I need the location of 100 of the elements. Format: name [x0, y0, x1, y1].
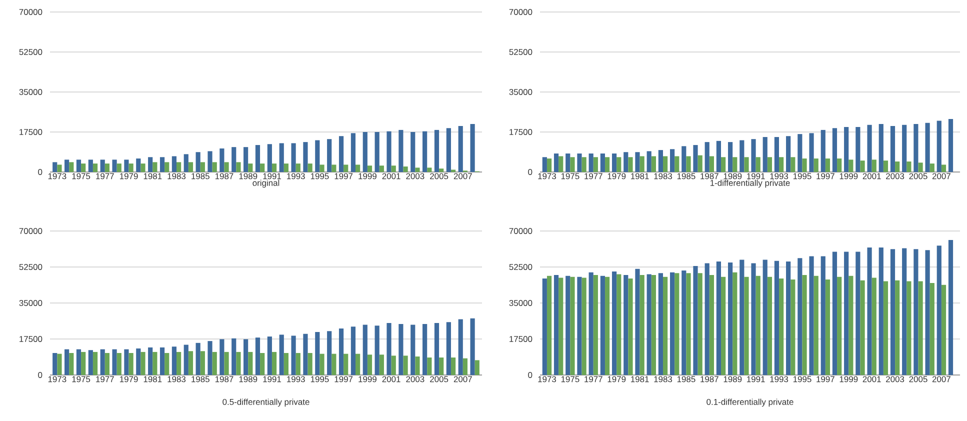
bar: [57, 354, 62, 375]
bar: [570, 157, 575, 172]
bar: [470, 124, 475, 172]
bar: [200, 162, 205, 172]
bar: [255, 145, 260, 172]
bar: [458, 319, 463, 375]
x-tick-label: 1989: [239, 376, 258, 382]
x-tick-label: 1999: [840, 376, 858, 382]
bar: [439, 358, 444, 375]
x-tick-label: 1979: [120, 376, 138, 382]
bar: [848, 160, 854, 172]
bar: [577, 276, 582, 375]
bar: [81, 164, 86, 172]
bar: [658, 273, 663, 375]
bar: [624, 152, 628, 172]
bar: [844, 252, 849, 375]
bar: [291, 336, 296, 375]
bar: [546, 158, 552, 172]
x-tick-label: 1989: [239, 173, 258, 180]
x-tick-label: 2003: [886, 376, 904, 382]
bar: [303, 142, 308, 172]
bar: [635, 152, 640, 172]
bar: [682, 270, 686, 375]
x-tick-label: 2005: [909, 173, 928, 180]
bar: [100, 160, 105, 172]
bar: [686, 273, 691, 375]
bar: [662, 276, 668, 375]
x-tick-label: 2001: [862, 173, 881, 180]
bar: [709, 156, 714, 172]
bar: [196, 152, 200, 172]
bar: [814, 276, 818, 375]
x-tick-label: 1981: [144, 376, 162, 382]
bar: [458, 126, 463, 172]
bar: [809, 256, 814, 375]
x-tick-label: 1989: [724, 173, 742, 180]
y-tick-label: 35000: [509, 89, 532, 95]
x-tick-label: 1997: [816, 376, 834, 382]
bar: [802, 158, 807, 172]
bar: [350, 326, 356, 375]
bar: [248, 164, 253, 172]
bar: [208, 341, 212, 375]
bar: [470, 318, 475, 375]
bar: [658, 150, 663, 172]
x-tick-label: 1975: [561, 376, 580, 382]
bar: [415, 356, 420, 375]
bar: [716, 140, 721, 172]
bar: [308, 352, 312, 375]
bar: [327, 331, 332, 375]
bar: [379, 166, 384, 172]
bar: [69, 162, 74, 172]
bar: [422, 324, 428, 375]
bar: [104, 352, 110, 375]
bar: [260, 164, 265, 172]
y-tick-label: 52500: [509, 49, 532, 55]
bar: [786, 261, 791, 375]
y-tick-label: 70000: [509, 228, 532, 234]
x-tick-label: 2003: [406, 376, 424, 382]
bar: [662, 156, 668, 172]
bar: [232, 338, 236, 375]
bar: [628, 157, 633, 172]
bar: [860, 160, 865, 172]
bar: [918, 162, 923, 172]
bar: [698, 273, 702, 375]
bar: [272, 352, 277, 375]
bar: [92, 164, 98, 172]
bar: [462, 358, 468, 375]
bar: [936, 120, 942, 172]
y-tick-label: 35000: [19, 300, 42, 306]
bar: [914, 124, 918, 172]
bar: [356, 354, 360, 375]
bar: [616, 274, 622, 375]
bar: [802, 275, 807, 375]
bar: [588, 272, 594, 375]
bar: [809, 133, 814, 172]
y-tick-label: 0: [38, 169, 42, 175]
bar: [398, 130, 404, 172]
bar: [767, 276, 772, 375]
bar: [925, 250, 930, 375]
bar: [415, 168, 420, 172]
y-tick-label: 17500: [20, 129, 42, 135]
x-tick-label: 1999: [840, 173, 858, 180]
x-tick-label: 1991: [263, 376, 281, 382]
bar: [925, 122, 930, 172]
x-tick-label: 2007: [454, 173, 472, 180]
bar: [704, 142, 710, 172]
bar: [767, 157, 772, 172]
bar: [284, 164, 289, 172]
bar: [446, 128, 451, 172]
y-tick-label: 35000: [509, 300, 532, 306]
bar: [948, 118, 954, 172]
bar: [670, 149, 675, 172]
y-tick-label: 70000: [19, 228, 42, 234]
bar: [315, 140, 320, 172]
bar: [814, 158, 818, 172]
bar: [856, 126, 860, 172]
bar: [160, 347, 165, 375]
bar: [941, 164, 946, 172]
y-tick-label: 0: [38, 372, 42, 378]
bar: [820, 256, 826, 375]
x-tick-label: 1975: [561, 173, 580, 180]
